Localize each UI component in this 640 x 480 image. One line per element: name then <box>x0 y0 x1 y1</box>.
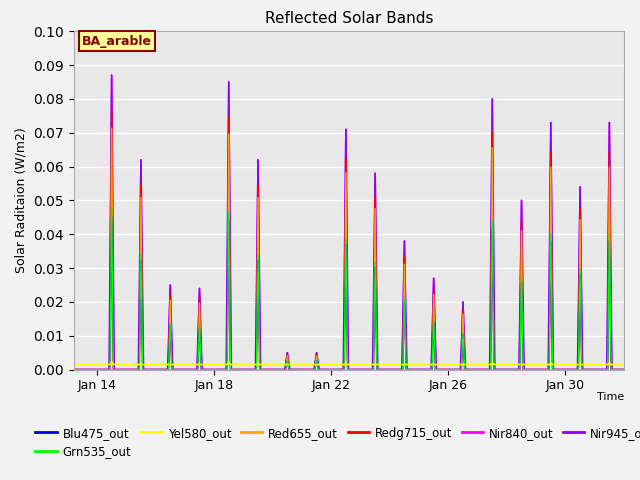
Legend: Blu475_out, Grn535_out, Yel580_out, Red655_out, Redg715_out, Nir840_out, Nir945_: Blu475_out, Grn535_out, Yel580_out, Red6… <box>35 427 640 458</box>
Text: BA_arable: BA_arable <box>82 35 152 48</box>
Text: Time: Time <box>596 392 624 402</box>
Title: Reflected Solar Bands: Reflected Solar Bands <box>264 11 433 26</box>
Y-axis label: Solar Raditaion (W/m2): Solar Raditaion (W/m2) <box>15 128 28 273</box>
